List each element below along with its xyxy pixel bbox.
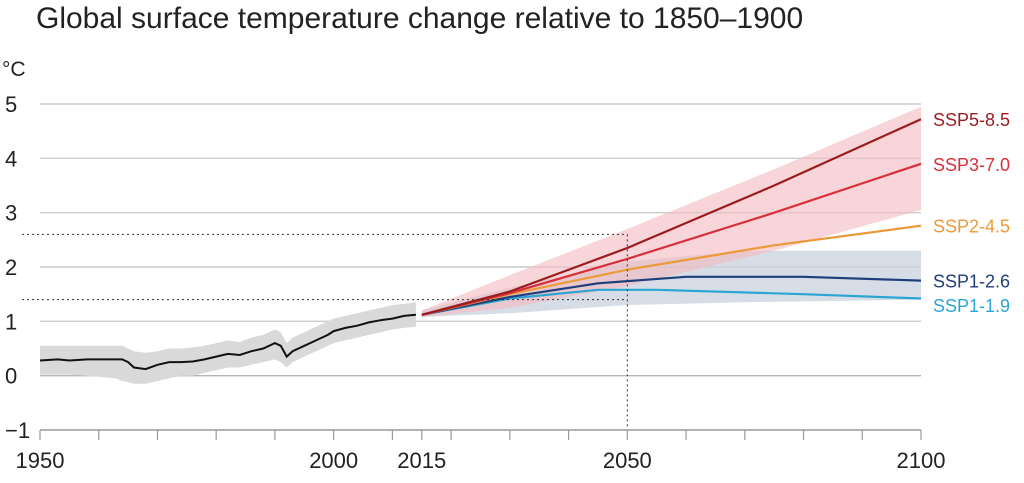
y-axis-ticks: −1 0 1 2 3 4 5 [5, 92, 30, 443]
historical-line [39, 313, 416, 371]
series-label: SSP2-4.5 [933, 217, 1010, 237]
gridlines [40, 103, 921, 377]
uncertainty-bands [421, 106, 921, 317]
x-tick-label: 2015 [397, 448, 446, 473]
x-axis [39, 429, 922, 440]
historical-band [40, 302, 416, 384]
uncertainty-band [421, 106, 921, 317]
y-tick-label: 3 [5, 201, 17, 226]
y-axis-unit: °C [2, 58, 26, 81]
x-axis-ticks: 1950 2000 2015 2050 2100 [16, 448, 946, 473]
series-labels: SSP5-8.5 SSP3-7.0 SSP2-4.5 SSP1-2.6 SSP1-1.9 [933, 110, 1010, 316]
y-tick-label: 5 [5, 92, 17, 117]
y-tick-label: 4 [5, 146, 17, 171]
x-tick-label: 2100 [897, 448, 946, 473]
series-label: SSP5-8.5 [933, 110, 1010, 130]
x-tick-label: 1950 [16, 448, 65, 473]
series-label: SSP3-7.0 [933, 155, 1010, 175]
series-line [421, 118, 922, 316]
y-tick-label: 0 [5, 364, 17, 389]
y-tick-label: 2 [5, 255, 17, 280]
scenario-series [421, 118, 922, 316]
x-tick-label: 2000 [309, 448, 358, 473]
series-label: SSP1-1.9 [933, 296, 1010, 316]
x-tick-label: 2050 [603, 448, 652, 473]
y-tick-label: −1 [5, 418, 30, 443]
series-line [421, 275, 922, 316]
y-tick-label: 1 [5, 309, 17, 334]
series-label: SSP1-2.6 [933, 272, 1010, 292]
reference-lines [22, 233, 628, 430]
chart-title: Global surface temperature change relati… [36, 2, 803, 35]
historical-series [39, 302, 416, 384]
